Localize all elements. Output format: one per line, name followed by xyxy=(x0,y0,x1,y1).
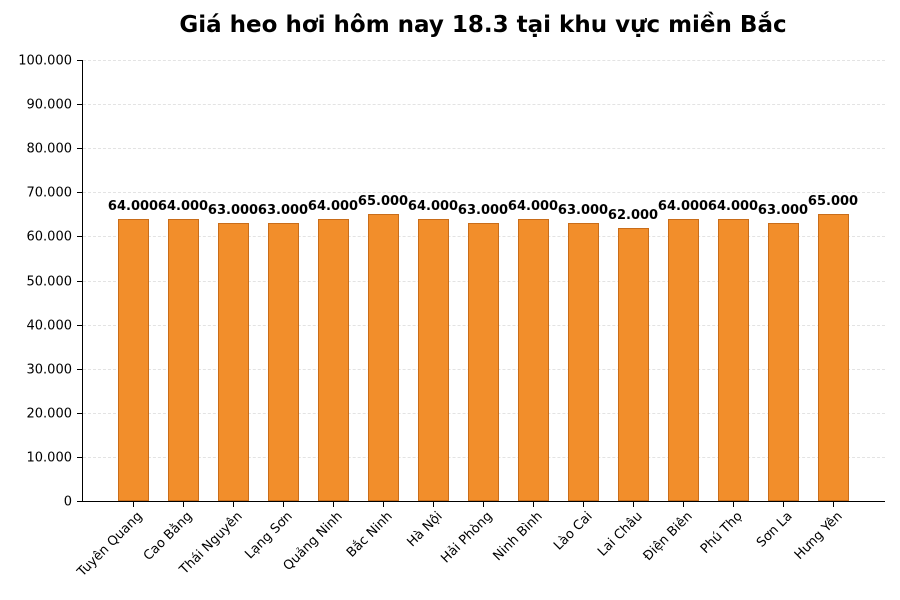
bar-value-label: 65.000 xyxy=(807,194,859,210)
y-tick xyxy=(77,412,82,414)
x-tick xyxy=(683,502,684,507)
bar-hà-nội[interactable] xyxy=(417,218,449,501)
bar-cao-bằng[interactable] xyxy=(167,218,199,501)
gridline xyxy=(83,60,885,61)
x-tick xyxy=(733,502,734,507)
x-axis xyxy=(82,501,885,502)
x-tick xyxy=(533,502,534,507)
chart-title: Giá heo hơi hôm nay 18.3 tại khu vực miề… xyxy=(179,12,787,38)
y-tick-label: 0 xyxy=(63,494,72,510)
bar-value-label: 63.000 xyxy=(457,203,509,219)
x-tick-label: Hải Phòng xyxy=(438,509,496,567)
y-tick xyxy=(77,60,82,61)
x-tick xyxy=(783,502,784,507)
x-tick xyxy=(233,502,234,507)
bar-quảng-ninh[interactable] xyxy=(317,218,349,501)
bar-value-label: 63.000 xyxy=(207,203,259,219)
gridline xyxy=(83,192,885,194)
bar-điện-biên[interactable] xyxy=(667,218,699,501)
bar-hải-phòng[interactable] xyxy=(467,223,499,501)
bar-value-label: 64.000 xyxy=(157,198,209,214)
y-tick-label: 10.000 xyxy=(26,450,73,466)
x-tick xyxy=(133,502,134,507)
x-tick-label: Phú Thọ xyxy=(697,509,746,557)
bar-lào-cai[interactable] xyxy=(567,223,599,501)
bar-value-label: 65.000 xyxy=(357,194,409,210)
y-tick-label: 100.000 xyxy=(18,53,72,69)
bar-value-label: 63.000 xyxy=(757,203,809,219)
y-tick-label: 60.000 xyxy=(26,229,73,245)
bar-thái-nguyên[interactable] xyxy=(217,223,249,501)
bar-value-label: 63.000 xyxy=(257,203,309,219)
x-tick-label: Bắc Ninh xyxy=(343,509,396,561)
bar-tuyên-quang[interactable] xyxy=(117,218,149,501)
x-tick-label: Điện Biên xyxy=(640,509,696,565)
gridline xyxy=(83,148,885,150)
y-tick-label: 80.000 xyxy=(26,141,73,157)
y-tick xyxy=(77,280,82,282)
bar-bắc-ninh[interactable] xyxy=(367,214,399,501)
y-tick-label: 70.000 xyxy=(26,185,73,201)
y-tick-label: 90.000 xyxy=(26,97,73,113)
bar-ninh-bình[interactable] xyxy=(517,218,549,501)
bar-value-label: 64.000 xyxy=(657,198,709,214)
x-tick xyxy=(283,502,284,507)
y-tick xyxy=(77,324,82,326)
y-tick xyxy=(77,456,82,458)
bar-value-label: 64.000 xyxy=(407,198,459,214)
bar-value-label: 64.000 xyxy=(707,198,759,214)
x-tick-label: Sơn La xyxy=(754,509,796,551)
y-tick xyxy=(77,148,82,150)
gridline xyxy=(83,104,885,106)
y-tick xyxy=(77,368,82,370)
x-tick-label: Hà Nội xyxy=(404,509,446,551)
x-tick xyxy=(583,502,584,507)
bar-lai-châu[interactable] xyxy=(617,227,649,501)
x-tick-label: Hưng Yên xyxy=(791,509,846,563)
x-tick-label: Lạng Sơn xyxy=(242,509,296,563)
y-tick-label: 30.000 xyxy=(26,362,73,378)
bar-value-label: 64.000 xyxy=(307,198,359,214)
bar-value-label: 63.000 xyxy=(557,203,609,219)
bar-sơn-la[interactable] xyxy=(767,223,799,501)
y-tick-label: 20.000 xyxy=(26,406,73,422)
y-tick-label: 40.000 xyxy=(26,318,73,334)
x-tick-label: Lai Châu xyxy=(595,509,646,560)
y-tick xyxy=(77,236,82,238)
x-tick xyxy=(183,502,184,507)
y-tick xyxy=(77,192,82,194)
x-tick-label: Lào Cai xyxy=(551,509,596,554)
x-tick xyxy=(483,502,484,507)
bar-lạng-sơn[interactable] xyxy=(267,223,299,501)
y-tick-label: 50.000 xyxy=(26,274,73,289)
bar-value-label: 64.000 xyxy=(507,198,559,214)
x-tick xyxy=(433,502,434,507)
x-tick xyxy=(633,502,634,507)
x-tick xyxy=(333,502,334,507)
x-tick-label: Ninh Bình xyxy=(490,509,546,565)
bar-hưng-yên[interactable] xyxy=(817,214,849,501)
bar-value-label: 64.000 xyxy=(107,198,159,214)
x-tick xyxy=(833,502,834,507)
y-tick xyxy=(77,501,82,502)
x-tick xyxy=(383,502,384,507)
x-tick-label: Tuyên Quang xyxy=(74,509,146,580)
bar-value-label: 62.000 xyxy=(607,207,659,223)
bar-phú-thọ[interactable] xyxy=(717,218,749,501)
y-tick xyxy=(77,104,82,106)
y-axis xyxy=(82,60,83,502)
